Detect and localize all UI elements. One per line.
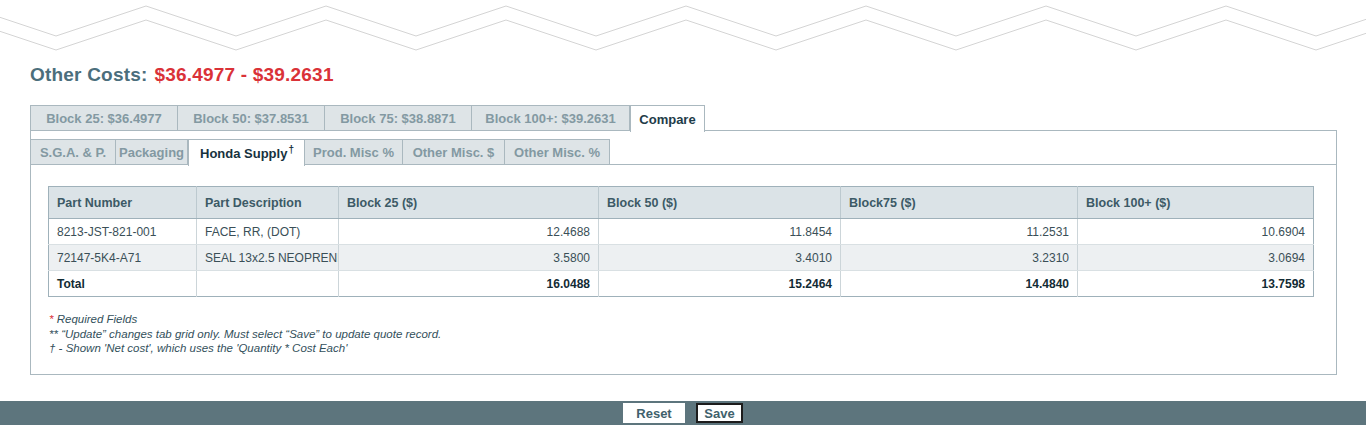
part-number-cell: 8213-JST-821-001 (49, 219, 197, 245)
subtab-honda-supply-label: Honda Supply (200, 146, 287, 161)
parts-table-body: 8213-JST-821-001FACE, RR, (DOT)12.468811… (49, 219, 1314, 297)
page-title: Other Costs: $36.4977 - $39.2631 (30, 64, 334, 86)
part-number-cell: 72147-5K4-A71 (49, 245, 197, 271)
cost-cell: 3.4010 (599, 245, 841, 271)
subtab-other-misc-dollar-label: Other Misc. $ (413, 145, 495, 160)
subtab-other-misc-pct[interactable]: Other Misc. % (505, 139, 610, 165)
tab-block-25[interactable]: Block 25: $36.4977 (30, 105, 178, 131)
cost-cell: 16.0488 (339, 271, 599, 297)
cost-cell: 3.0694 (1078, 245, 1314, 271)
column-header-3: Block 25 ($) (339, 187, 599, 219)
subtab-other-misc-pct-label: Other Misc. % (514, 145, 600, 160)
table-row: 8213-JST-821-001FACE, RR, (DOT)12.468811… (49, 219, 1314, 245)
page: Other Costs: $36.4977 - $39.2631 Block 25… (0, 0, 1366, 428)
block-tabs: Block 25: $36.4977Block 50: $37.8531Bloc… (30, 105, 705, 132)
subtab-packaging[interactable]: Packaging (116, 139, 188, 165)
subtab-prod-misc-pct-label: Prod. Misc % (313, 145, 394, 160)
footnote-text-2: “Update” changes tab grid only. Must sel… (58, 328, 441, 340)
part-description-cell: FACE, RR, (DOT) (197, 219, 339, 245)
dagger-superscript: † (288, 144, 294, 155)
page-title-label: Other Costs: (30, 64, 147, 85)
sub-tabs: S.G.A. & P. Packaging Honda Supply† Prod. M… (30, 139, 610, 166)
compare-panel: S.G.A. & P. Packaging Honda Supply† Prod. M… (30, 130, 1337, 375)
subtab-honda-supply[interactable]: Honda Supply† (188, 139, 305, 166)
page-title-cost-range: $36.4977 - $39.2631 (154, 64, 333, 85)
footnotes: * Required Fields** “Update” changes tab… (49, 312, 441, 356)
table-total-row: Total 16.048815.246414.484013.7598 (49, 271, 1314, 297)
tab-block-100plus[interactable]: Block 100+: $39.2631 (472, 105, 630, 131)
reset-button[interactable]: Reset (623, 403, 685, 423)
tab-compare[interactable]: Compare (630, 105, 705, 132)
header-row: Part NumberPart DescriptionBlock 25 ($)B… (49, 187, 1314, 219)
column-header-5: Block75 ($) (841, 187, 1078, 219)
footnote-3: † - Shown 'Net cost', which uses the 'Qu… (49, 341, 441, 356)
column-header-4: Block 50 ($) (599, 187, 841, 219)
part-number-cell: Total (49, 271, 197, 297)
cost-cell: 15.2464 (599, 271, 841, 297)
tab-block-75[interactable]: Block 75: $38.8871 (325, 105, 472, 131)
subtab-prod-misc-pct[interactable]: Prod. Misc % (305, 139, 403, 165)
subtab-sga-p[interactable]: S.G.A. & P. (30, 139, 116, 165)
footnote-text-1: Required Fields (53, 313, 137, 325)
cost-cell: 11.8454 (599, 219, 841, 245)
column-header-6: Block 100+ ($) (1078, 187, 1314, 219)
column-header-1: Part Number (49, 187, 197, 219)
footnote-marker-2: ** (49, 328, 58, 340)
footnote-text-3: - Shown 'Net cost', which uses the 'Quan… (55, 342, 347, 354)
cost-cell: 11.2531 (841, 219, 1078, 245)
footnote-2: ** “Update” changes tab grid only. Must … (49, 327, 441, 342)
subtab-other-misc-dollar[interactable]: Other Misc. $ (403, 139, 505, 165)
part-description-cell: SEAL 13x2.5 NEOPRENE (197, 245, 339, 271)
parts-table: Part NumberPart DescriptionBlock 25 ($)B… (48, 186, 1314, 297)
parts-table-header: Part NumberPart DescriptionBlock 25 ($)B… (49, 187, 1314, 219)
form-action-bar: Reset Save (0, 401, 1366, 425)
cost-cell: 10.6904 (1078, 219, 1314, 245)
tab-block-50[interactable]: Block 50: $37.8531 (178, 105, 325, 131)
table-row: 72147-5K4-A71SEAL 13x2.5 NEOPRENE3.58003… (49, 245, 1314, 271)
cost-cell: 12.4688 (339, 219, 599, 245)
column-header-2: Part Description (197, 187, 339, 219)
cost-cell: 3.2310 (841, 245, 1078, 271)
footnote-1: * Required Fields (49, 312, 441, 327)
save-button[interactable]: Save (696, 403, 743, 423)
cost-cell: 3.5800 (339, 245, 599, 271)
subtab-packaging-label: Packaging (119, 145, 184, 160)
cost-cell: 13.7598 (1078, 271, 1314, 297)
part-description-cell (197, 271, 339, 297)
zigzag-decoration (0, 0, 1366, 60)
subtab-sga-p-label: S.G.A. & P. (40, 145, 106, 160)
cost-cell: 14.4840 (841, 271, 1078, 297)
